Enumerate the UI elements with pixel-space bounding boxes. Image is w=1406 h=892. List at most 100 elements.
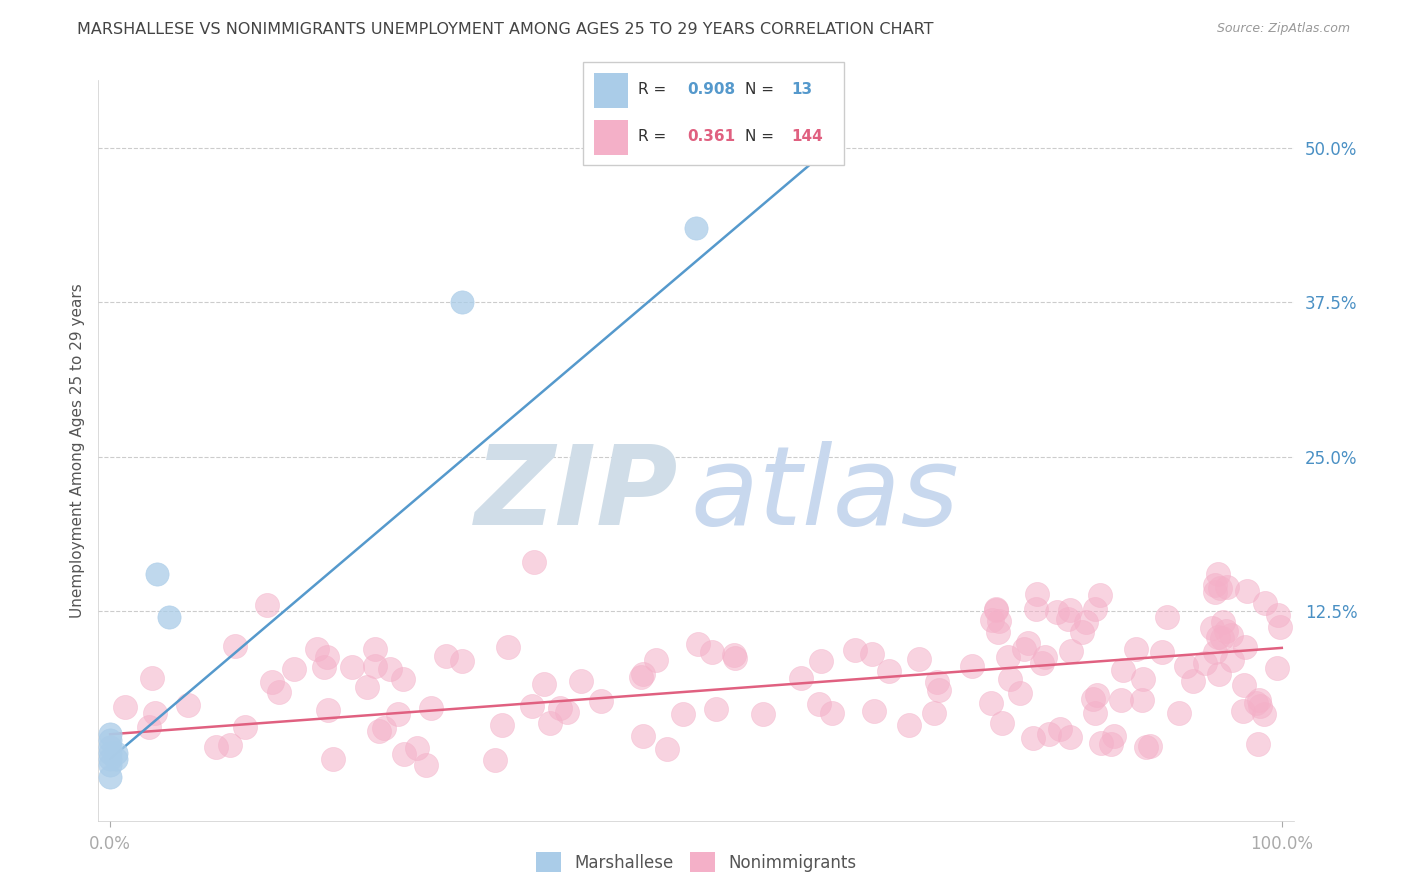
Point: [260, 674, 283, 689]
Point: [1254, 597, 1277, 611]
Point: [1031, 657, 1053, 671]
Point: [1026, 587, 1049, 601]
Text: ZIP: ZIP: [475, 442, 678, 549]
Point: [1125, 642, 1147, 657]
Point: [1057, 612, 1080, 626]
Point: [392, 747, 415, 761]
Point: [988, 615, 1011, 629]
Point: [922, 706, 945, 721]
Point: [114, 699, 136, 714]
Point: [925, 675, 948, 690]
Text: N =: N =: [745, 82, 779, 97]
Point: [1168, 706, 1191, 721]
Point: [392, 672, 415, 686]
Point: [991, 715, 1014, 730]
Point: [808, 698, 831, 712]
Point: [1132, 672, 1154, 686]
Point: [98, 733, 121, 747]
Point: [1099, 737, 1122, 751]
Point: [523, 554, 546, 569]
Point: [267, 685, 290, 699]
Point: [907, 652, 929, 666]
Point: [1112, 664, 1135, 678]
Point: [1083, 602, 1105, 616]
Text: R =: R =: [638, 82, 671, 97]
Point: [484, 753, 506, 767]
Point: [631, 729, 654, 743]
Point: [1204, 578, 1226, 592]
Point: [1059, 730, 1081, 744]
Point: [450, 295, 472, 310]
Point: [1206, 566, 1229, 581]
Point: [1109, 693, 1132, 707]
Point: [138, 720, 160, 734]
Point: [1010, 686, 1032, 700]
Point: [373, 721, 395, 735]
Text: 144: 144: [792, 129, 824, 145]
Point: [555, 706, 578, 720]
Point: [491, 718, 513, 732]
Point: [844, 642, 866, 657]
Point: [1236, 584, 1258, 599]
Point: [1090, 736, 1112, 750]
Point: [378, 663, 401, 677]
Point: [997, 650, 1019, 665]
Point: [820, 706, 842, 721]
Point: [672, 706, 695, 721]
Point: [177, 698, 200, 713]
Point: [1060, 643, 1083, 657]
Point: [980, 697, 1002, 711]
Point: [1204, 585, 1226, 599]
Point: [98, 727, 121, 741]
Point: [1049, 723, 1071, 737]
Point: [98, 771, 121, 785]
Point: [1247, 737, 1270, 751]
Point: [1209, 581, 1232, 595]
Point: [877, 664, 900, 678]
Point: [1017, 636, 1039, 650]
Point: [1208, 666, 1230, 681]
Text: MARSHALLESE VS NONIMMIGRANTS UNEMPLOYMENT AMONG AGES 25 TO 29 YEARS CORRELATION : MARSHALLESE VS NONIMMIGRANTS UNEMPLOYMEN…: [77, 22, 934, 37]
Point: [538, 715, 561, 730]
Point: [981, 613, 1004, 627]
Point: [1232, 704, 1254, 718]
FancyBboxPatch shape: [593, 120, 627, 155]
Point: [1215, 624, 1237, 638]
Point: [224, 639, 246, 653]
Point: [1084, 706, 1107, 721]
Point: [143, 706, 166, 720]
Point: [1130, 693, 1153, 707]
Point: [1204, 645, 1226, 659]
Point: [1233, 678, 1256, 692]
Point: [1139, 739, 1161, 754]
Point: [364, 641, 387, 656]
Point: [368, 723, 391, 738]
Point: [1012, 642, 1035, 657]
Point: [496, 640, 519, 655]
Point: [810, 654, 832, 668]
Point: [322, 751, 344, 765]
Point: [1038, 727, 1060, 741]
Point: [987, 624, 1010, 639]
Point: [1249, 693, 1271, 707]
Point: [316, 650, 339, 665]
Point: [589, 693, 612, 707]
Point: [1074, 615, 1097, 629]
Point: [1174, 658, 1197, 673]
Point: [1102, 729, 1125, 743]
Point: [98, 739, 121, 754]
Point: [305, 642, 328, 657]
FancyBboxPatch shape: [593, 73, 627, 108]
Point: [1201, 621, 1223, 635]
Point: [1233, 640, 1256, 655]
Point: [205, 739, 228, 754]
FancyBboxPatch shape: [583, 62, 844, 165]
Legend: Marshallese, Nonimmigrants: Marshallese, Nonimmigrants: [529, 846, 863, 879]
Point: [141, 671, 163, 685]
Point: [752, 706, 775, 721]
Point: [1215, 580, 1237, 594]
Point: [630, 670, 652, 684]
Text: N =: N =: [745, 129, 779, 145]
Point: [704, 702, 727, 716]
Point: [1244, 696, 1267, 710]
